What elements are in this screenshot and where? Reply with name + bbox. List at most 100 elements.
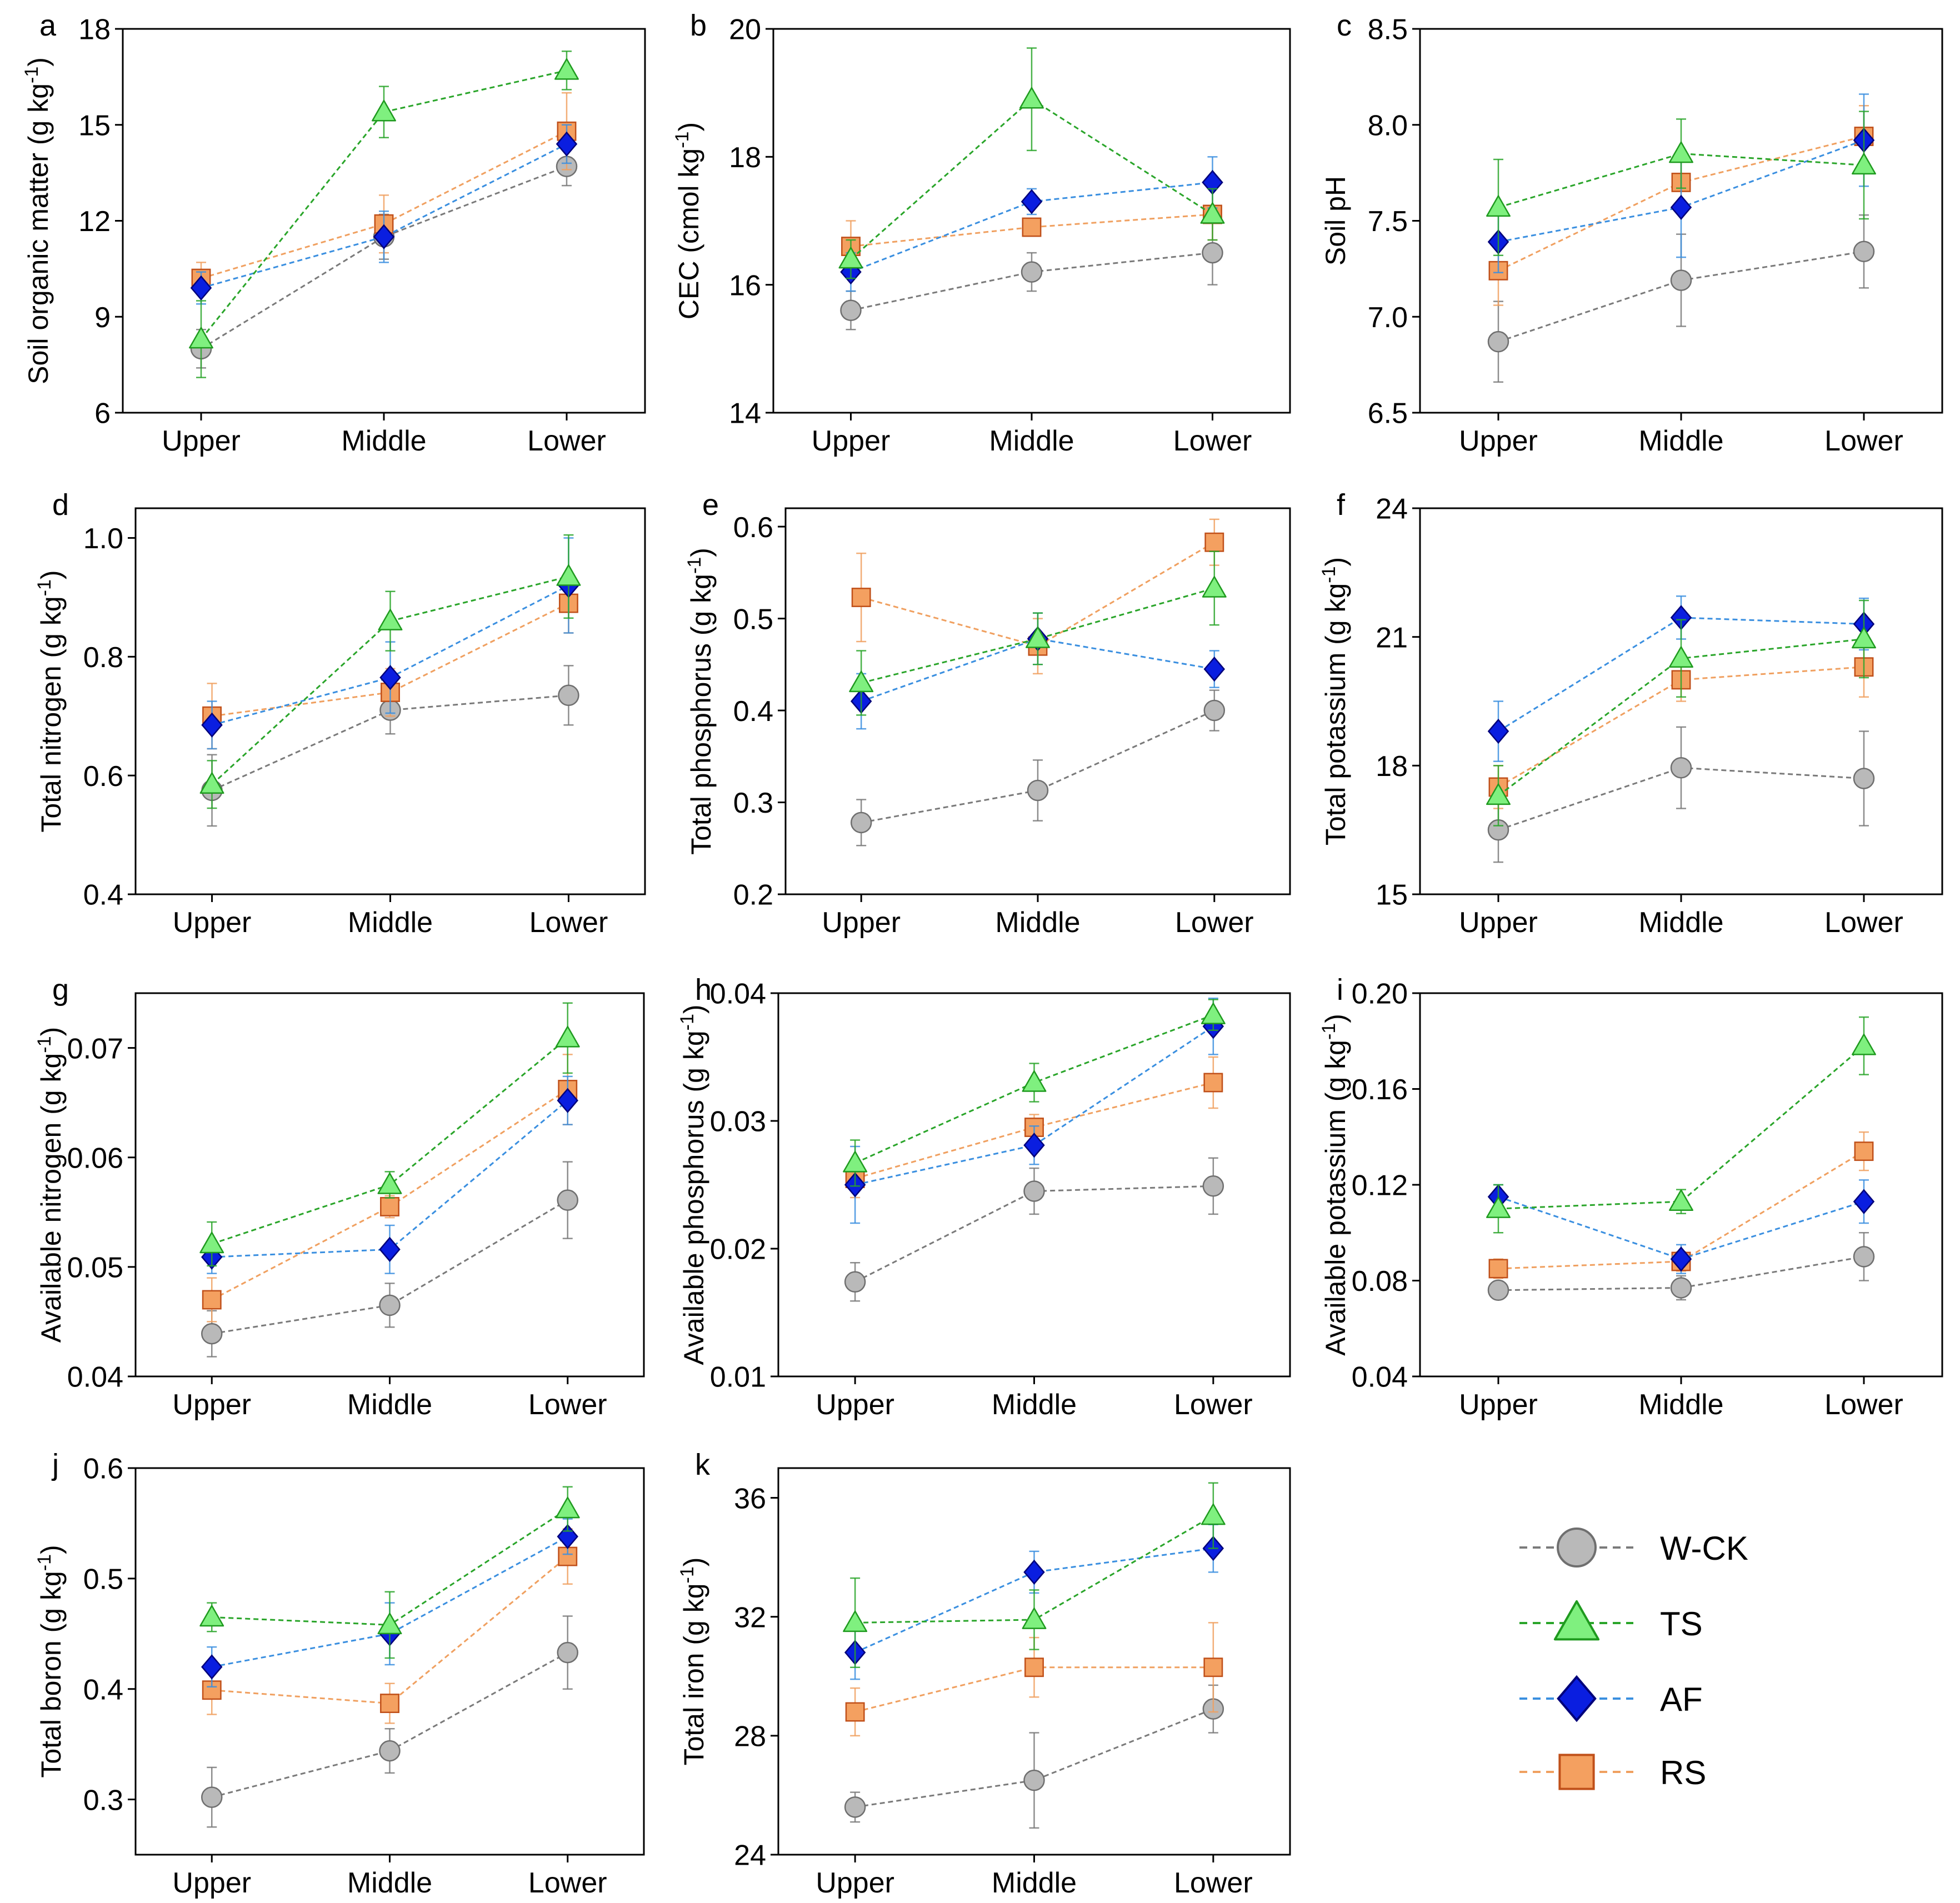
data-point (202, 1290, 222, 1310)
y-tick-label: 0.08 (1352, 1265, 1408, 1298)
x-tick-label: Lower (1174, 1389, 1253, 1421)
data-point (1022, 1070, 1047, 1092)
data-point (1203, 656, 1226, 682)
panel-f: 15 18 21 24 Upper Middle Lower f Total potassium… (1318, 488, 1943, 939)
y-tick-label: 0.04 (1352, 1361, 1408, 1394)
panel-i: 0.04 0.08 0.12 0.16 0.20 Upper Middle Lower i Ava… (1318, 973, 1943, 1421)
data-point (1853, 241, 1875, 263)
series-line (211, 1651, 568, 1799)
x-tick-label: Upper (1459, 1389, 1538, 1421)
data-point (201, 1786, 223, 1808)
x-tick-label: Middle (992, 1389, 1077, 1421)
y-tick-label: 0.12 (1352, 1170, 1408, 1202)
x-tick-label: Middle (995, 907, 1080, 939)
legend: W-CK TS AF RS (1519, 1528, 1748, 1791)
x-tick-label: Lower (528, 1389, 607, 1421)
panel-a: 6 9 12 15 18 Upper Middle Lower a Soil organic ma… (21, 9, 646, 457)
legend-label: TS (1660, 1605, 1703, 1642)
data-point (1024, 1657, 1044, 1677)
y-axis-label-end: ) (678, 1558, 709, 1567)
panel-letter: k (695, 1448, 711, 1481)
x-tick-label: Upper (1459, 425, 1538, 457)
series-rs (845, 1622, 1223, 1737)
y-axis-label-main: Total phosphorus (g kg (686, 574, 717, 855)
series-ts (199, 534, 581, 809)
y-axis-label-main: Available phosphorus (g kg (678, 1030, 709, 1365)
y-tick-label: 0.4 (83, 879, 123, 912)
y-tick-label: 18 (729, 142, 761, 174)
data-point (1670, 194, 1692, 220)
series-line (1498, 1045, 1864, 1210)
data-point (373, 224, 395, 249)
y-tick-label: 0.2 (733, 879, 773, 912)
y-axis-label-main: Total potassium (g kg (1320, 583, 1351, 845)
panel-letter: a (39, 9, 57, 42)
legend-item-ts: TS (1519, 1600, 1703, 1642)
y-tick-label: 20 (729, 14, 761, 46)
series-ts (843, 999, 1226, 1187)
y-axis-label-sup: -1 (34, 1554, 55, 1571)
data-point (1027, 779, 1049, 802)
legend-item-af: AF (1519, 1675, 1703, 1722)
series-wck (1487, 726, 1875, 863)
x-tick-label: Lower (1824, 1389, 1903, 1421)
data-point (555, 1025, 580, 1048)
data-point (201, 712, 223, 738)
data-point (554, 58, 579, 80)
y-tick-label: 16 (729, 269, 761, 302)
y-tick-label: 12 (78, 206, 111, 238)
legend-marker (1557, 1675, 1597, 1722)
data-point (1201, 1503, 1226, 1525)
series-ts (199, 1486, 580, 1659)
y-tick-label: 0.04 (67, 1361, 123, 1394)
legend-marker (1558, 1754, 1595, 1790)
y-tick-label: 0.01 (710, 1361, 766, 1394)
y-tick-label: 36 (734, 1483, 766, 1515)
y-tick-label: 32 (734, 1601, 766, 1634)
y-axis-label-sup: -1 (677, 1014, 698, 1030)
data-point (1203, 1073, 1223, 1093)
data-point (380, 1196, 399, 1216)
x-tick-label: Middle (1638, 907, 1723, 939)
x-tick-label: Lower (1824, 907, 1903, 939)
y-tick-label: 0.05 (67, 1252, 123, 1284)
data-point (1203, 699, 1226, 722)
x-tick-label: Lower (529, 907, 608, 939)
y-axis-label-sup: -1 (34, 1036, 55, 1053)
data-point (843, 1610, 868, 1632)
x-tick-label: Upper (173, 907, 252, 939)
data-point (1021, 261, 1043, 283)
y-axis-label-end: ) (36, 1027, 67, 1036)
y-tick-label: 0.5 (83, 1564, 123, 1596)
y-axis-label-main: Soil organic matter (g kg (23, 83, 54, 384)
data-point (379, 1740, 401, 1762)
y-tick-label: 0.6 (733, 512, 773, 544)
x-tick-label: Middle (347, 1389, 432, 1421)
data-point (558, 684, 579, 707)
legend-label: RS (1660, 1754, 1706, 1791)
panel-letter: h (695, 973, 712, 1006)
series-ts (199, 1002, 580, 1267)
legend-item-rs: RS (1519, 1754, 1706, 1791)
data-point (844, 1796, 866, 1818)
series-ts (1486, 599, 1876, 827)
y-axis-label-sup: -1 (677, 1566, 698, 1583)
series-ts (843, 1482, 1226, 1668)
x-tick-label: Lower (1173, 425, 1252, 457)
panel-g: 0.04 0.05 0.06 0.07 Upper Middle Lower g Availab… (34, 973, 645, 1421)
y-axis-label-main: Available potassium (g kg (1320, 1040, 1351, 1356)
x-tick-label: Upper (162, 425, 241, 457)
series-wck (201, 1615, 578, 1828)
data-point (851, 588, 871, 607)
y-axis-label: Total potassium (g kg-1) (1318, 557, 1351, 845)
data-point (556, 131, 578, 157)
data-point (1852, 627, 1876, 649)
y-axis-label-end: ) (686, 548, 717, 557)
data-point (380, 1694, 399, 1714)
data-point (1853, 1246, 1875, 1268)
data-point (1854, 1141, 1874, 1161)
data-point (201, 1323, 223, 1345)
y-tick-label: 0.16 (1352, 1074, 1408, 1106)
series-ts (1486, 111, 1876, 256)
y-axis-label-end: ) (23, 57, 54, 67)
